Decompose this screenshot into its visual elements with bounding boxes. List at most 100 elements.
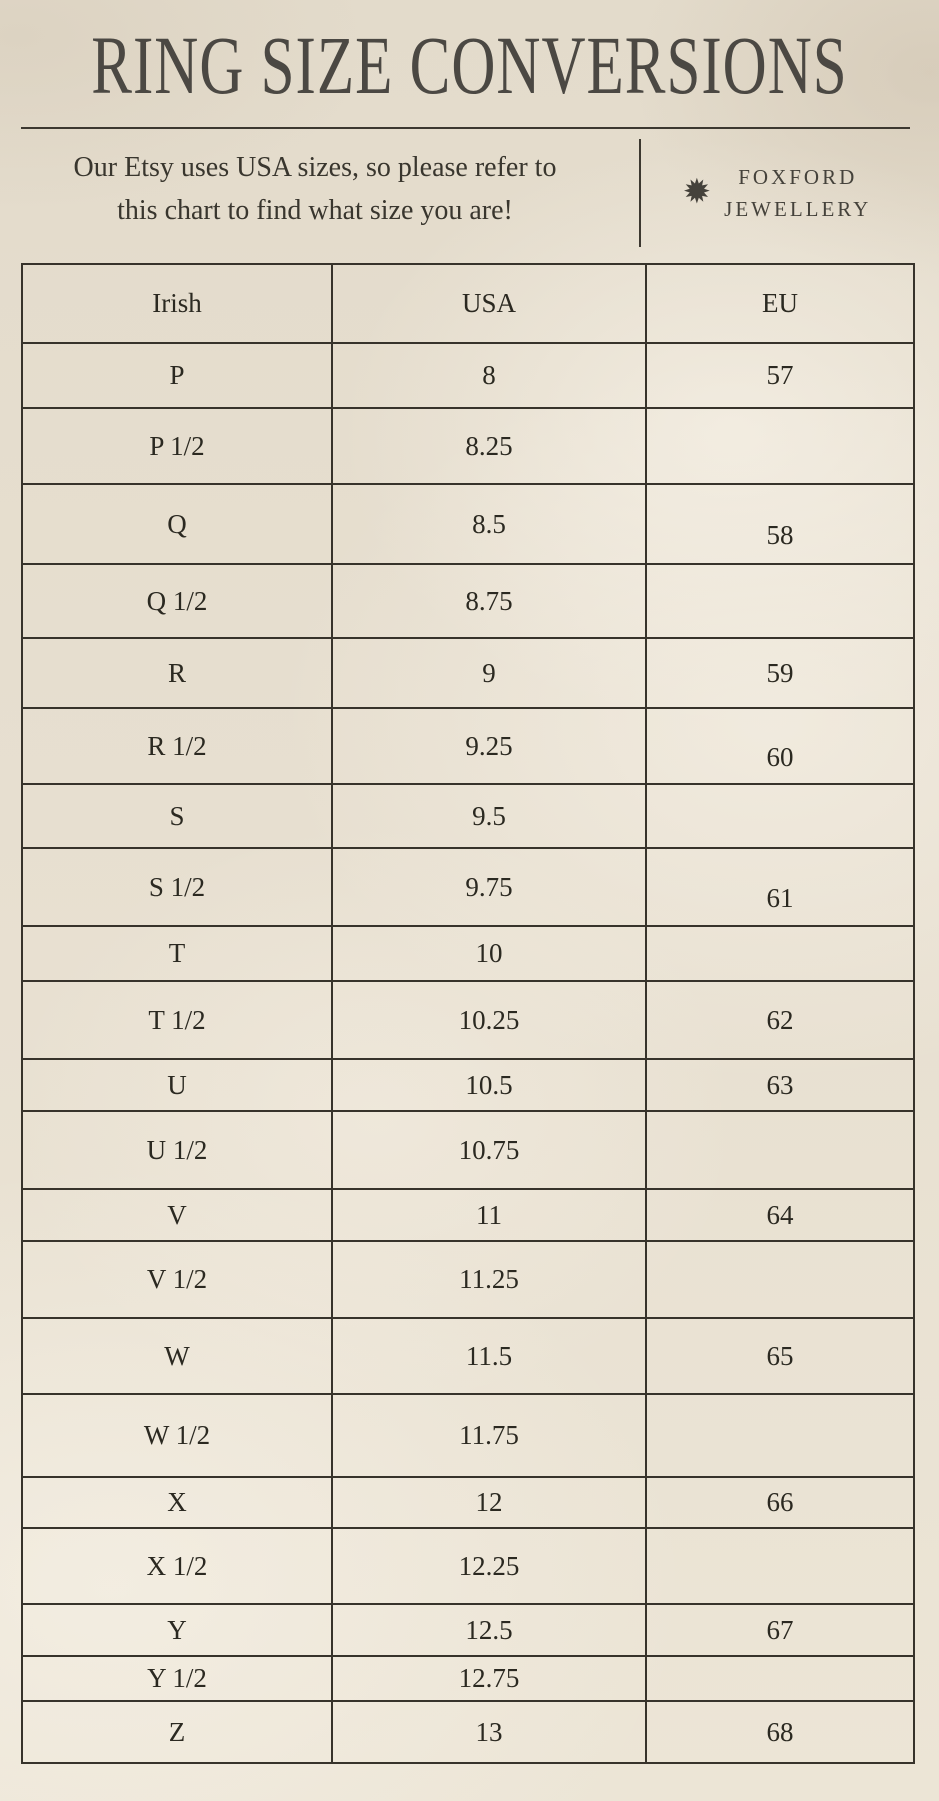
subtitle-line-1: Our Etsy uses USA sizes, so please refer…	[73, 152, 557, 183]
irish-size-cell: R	[21, 637, 333, 709]
eu-size-cell: 58	[645, 483, 915, 565]
title-divider	[21, 127, 910, 129]
eu-size-cell	[645, 1110, 915, 1190]
brand-name-line-2: JEWELLERY	[724, 197, 872, 221]
usa-size-cell: 11	[331, 1188, 647, 1242]
eu-size-cell: 62	[645, 980, 915, 1060]
eu-size-cell: 61	[645, 847, 915, 927]
irish-size-cell: Z	[21, 1700, 333, 1764]
irish-size-cell: P 1/2	[21, 407, 333, 485]
usa-size-cell: 10.75	[331, 1110, 647, 1190]
usa-size-cell: 11.25	[331, 1240, 647, 1319]
usa-size-cell: 9.75	[331, 847, 647, 927]
irish-size-cell: X	[21, 1476, 333, 1529]
usa-size-cell: 10.5	[331, 1058, 647, 1112]
table-row: W 11.5 65	[21, 1317, 915, 1395]
table-row: X 12 66	[21, 1476, 915, 1529]
eu-size-cell: 60	[645, 707, 915, 785]
irish-size-cell: Q	[21, 483, 333, 565]
irish-size-cell: P	[21, 342, 333, 409]
irish-size-cell: T 1/2	[21, 980, 333, 1060]
eu-size-cell: 57	[645, 342, 915, 409]
table-row: Z 13 68	[21, 1700, 915, 1764]
table-row: S 1/2 9.75 61	[21, 847, 915, 927]
usa-size-cell: 9	[331, 637, 647, 709]
irish-size-cell: S	[21, 783, 333, 849]
usa-size-cell: 8	[331, 342, 647, 409]
size-table-body: P 8 57 P 1/2 8.25 Q 8.5 58 Q 1/2 8.75 R 9 59 R 1/2 9.2…	[21, 342, 915, 1764]
eu-size-cell	[645, 1393, 915, 1478]
usa-size-cell: 9.5	[331, 783, 647, 849]
column-header-usa: USA	[331, 263, 647, 344]
brand-name-line-1: FOXFORD	[738, 165, 858, 189]
eu-size-cell	[645, 563, 915, 639]
eu-size-cell: 64	[645, 1188, 915, 1242]
irish-size-cell: U 1/2	[21, 1110, 333, 1190]
usa-size-cell: 13	[331, 1700, 647, 1764]
irish-size-cell: X 1/2	[21, 1527, 333, 1605]
subtitle-line-2: this chart to find what size you are!	[117, 195, 513, 226]
eu-size-cell	[645, 925, 915, 982]
irish-size-cell: V	[21, 1188, 333, 1242]
column-header-irish: Irish	[21, 263, 333, 344]
table-header-row: Irish USA EU	[21, 263, 915, 344]
eu-size-cell	[645, 1655, 915, 1702]
usa-size-cell: 8.75	[331, 563, 647, 639]
table-row: U 10.5 63	[21, 1058, 915, 1112]
irish-size-cell: S 1/2	[21, 847, 333, 927]
brand-logo: ✹ FOXFORD JEWELLERY	[641, 139, 913, 247]
eu-size-cell: 63	[645, 1058, 915, 1112]
eu-size-cell	[645, 407, 915, 485]
usa-size-cell: 12.25	[331, 1527, 647, 1605]
sparkle-star-icon: ✹	[682, 174, 712, 211]
eu-size-cell: 66	[645, 1476, 915, 1529]
table-row: V 1/2 11.25	[21, 1240, 915, 1319]
irish-size-cell: V 1/2	[21, 1240, 333, 1319]
irish-size-cell: W	[21, 1317, 333, 1395]
table-row: R 1/2 9.25 60	[21, 707, 915, 785]
usa-size-cell: 9.25	[331, 707, 647, 785]
irish-size-cell: W 1/2	[21, 1393, 333, 1478]
table-row: S 9.5	[21, 783, 915, 849]
table-row: Q 1/2 8.75	[21, 563, 915, 639]
usa-size-cell: 12.5	[331, 1603, 647, 1657]
table-row: Y 1/2 12.75	[21, 1655, 915, 1702]
usa-size-cell: 12.75	[331, 1655, 647, 1702]
eu-size-cell	[645, 1240, 915, 1319]
usa-size-cell: 12	[331, 1476, 647, 1529]
table-row: T 1/2 10.25 62	[21, 980, 915, 1060]
usa-size-cell: 10	[331, 925, 647, 982]
table-row: V 11 64	[21, 1188, 915, 1242]
irish-size-cell: T	[21, 925, 333, 982]
usa-size-cell: 10.25	[331, 980, 647, 1060]
irish-size-cell: Y 1/2	[21, 1655, 333, 1702]
table-row: P 1/2 8.25	[21, 407, 915, 485]
eu-size-cell: 65	[645, 1317, 915, 1395]
table-row: R 9 59	[21, 637, 915, 709]
eu-size-cell: 67	[645, 1603, 915, 1657]
table-row: P 8 57	[21, 342, 915, 409]
usa-size-cell: 8.25	[331, 407, 647, 485]
table-row: X 1/2 12.25	[21, 1527, 915, 1605]
eu-size-cell: 68	[645, 1700, 915, 1764]
usa-size-cell: 11.5	[331, 1317, 647, 1395]
irish-size-cell: R 1/2	[21, 707, 333, 785]
brand-name: FOXFORD JEWELLERY	[724, 161, 871, 225]
table-row: U 1/2 10.75	[21, 1110, 915, 1190]
column-header-eu: EU	[645, 263, 915, 344]
irish-size-cell: Q 1/2	[21, 563, 333, 639]
eu-size-cell	[645, 1527, 915, 1605]
table-row: W 1/2 11.75	[21, 1393, 915, 1478]
eu-size-cell	[645, 783, 915, 849]
usa-size-cell: 8.5	[331, 483, 647, 565]
usa-size-cell: 11.75	[331, 1393, 647, 1478]
table-row: T 10	[21, 925, 915, 982]
table-row: Y 12.5 67	[21, 1603, 915, 1657]
table-row: Q 8.5 58	[21, 483, 915, 565]
irish-size-cell: U	[21, 1058, 333, 1112]
irish-size-cell: Y	[21, 1603, 333, 1657]
eu-size-cell: 59	[645, 637, 915, 709]
subtitle: Our Etsy uses USA sizes, so please refer…	[10, 146, 620, 232]
page-title: RING SIZE CONVERSIONS	[91, 21, 848, 112]
